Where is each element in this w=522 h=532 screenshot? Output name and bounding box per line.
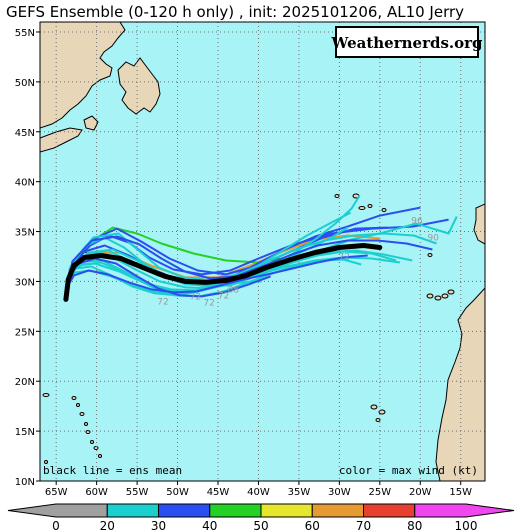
ocean-area	[40, 22, 485, 481]
colorbar-tick-label: 40	[202, 519, 217, 532]
wind-value-label: 88	[228, 285, 240, 295]
lat-tick-label: 20N	[15, 377, 35, 388]
member-track	[64, 235, 433, 300]
colorbar-tick-label: 30	[151, 519, 166, 532]
watermark-box	[335, 26, 479, 58]
lon-tick-label: 65W	[45, 487, 68, 498]
colorbar-tick-label: 0	[52, 519, 60, 532]
wind-value-label: 72	[338, 252, 349, 262]
lon-tick-label: 40W	[247, 487, 270, 498]
latitude-ticks: 55N 50N 45N 40N 35N 30N 25N 20N 15N 10N	[15, 28, 40, 488]
lat-tick-label: 55N	[15, 28, 35, 39]
color-legend-note: color = max wind (kt)	[339, 464, 478, 477]
lat-tick-label: 10N	[15, 477, 35, 488]
newfoundland-island	[117, 57, 161, 115]
lon-tick-label: 35W	[288, 487, 311, 498]
colorbar-segment	[363, 503, 416, 518]
wind-value-label: 96	[411, 217, 423, 227]
newfoundland-landmass	[40, 22, 126, 129]
member-track	[64, 218, 449, 300]
lon-tick-label: 25W	[369, 487, 392, 498]
lat-tick-label: 45N	[15, 128, 35, 139]
wind-value-label: 72	[203, 298, 214, 308]
wind-value-label: 72	[218, 291, 229, 301]
colorbar-tick-label: 100	[455, 519, 478, 532]
member-track	[64, 254, 368, 299]
nova-scotia	[40, 127, 83, 153]
colorbar-segment	[7, 503, 108, 518]
lon-tick-label: 45W	[207, 487, 230, 498]
ensemble-mean-track	[63, 243, 383, 302]
member-track	[64, 211, 352, 300]
cape-breton	[83, 115, 99, 131]
lon-tick-label: 60W	[85, 487, 108, 498]
colorbar-segment	[106, 503, 159, 518]
lat-tick-label: 40N	[15, 178, 35, 189]
lat-tick-label: 35N	[15, 228, 35, 239]
colorbar-segment	[209, 503, 262, 518]
colorbar-segment	[158, 503, 211, 518]
map-title: GEFS Ensemble (0-120 h only) , init: 202…	[6, 3, 465, 21]
watermark-text: Weathernerds.org	[330, 34, 483, 52]
lat-tick-label: 30N	[15, 277, 35, 288]
colorbar-tick-label: 70	[356, 519, 371, 532]
lat-tick-label: 15N	[15, 427, 35, 438]
lat-tick-label: 25N	[15, 327, 35, 338]
iberia-landmass	[473, 203, 485, 245]
lon-tick-label: 20W	[409, 487, 432, 498]
lon-tick-label: 15W	[449, 487, 472, 498]
wind-value-label: 90	[427, 234, 439, 244]
colorbar-tick-label: 80	[407, 519, 422, 532]
colorbar-segment	[311, 503, 364, 518]
lon-tick-label: 30W	[328, 487, 351, 498]
wind-colorbar: 0 20 30 40 50 60 70 80 100	[7, 503, 515, 532]
africa-landmass	[435, 287, 485, 481]
map-frame	[39, 21, 486, 482]
member-track	[64, 216, 458, 300]
lon-tick-label: 55W	[126, 487, 149, 498]
wind-value-label: 72	[157, 297, 168, 307]
mean-legend-note: black line = ens mean	[43, 464, 182, 477]
colorbar-tick-label: 20	[100, 519, 115, 532]
lon-tick-label: 50W	[166, 487, 189, 498]
wind-value-label: 72	[190, 292, 201, 302]
lat-lon-grid	[40, 22, 485, 481]
colorbar-segment	[260, 503, 313, 518]
lat-tick-label: 50N	[15, 78, 35, 89]
longitude-ticks: 65W 60W 55W 50W 45W 40W 35W 30W 25W 20W 15W	[45, 481, 472, 498]
colorbar-segment	[414, 503, 515, 518]
colorbar-tick-label: 50	[253, 519, 268, 532]
colorbar-tick-label: 60	[305, 519, 320, 532]
